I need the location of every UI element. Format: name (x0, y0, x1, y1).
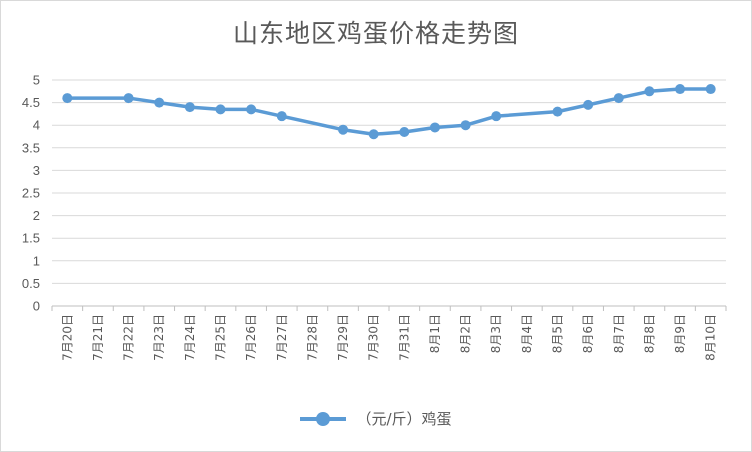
y-tick-label: 0.5 (22, 276, 40, 291)
x-tick-label: 8月3日 (489, 314, 503, 353)
data-point (123, 93, 134, 104)
data-point (368, 129, 379, 140)
x-tick-label: 8月2日 (459, 314, 473, 353)
legend-marker-icon (300, 411, 347, 426)
grid-lines (52, 79, 726, 307)
data-point (154, 97, 165, 108)
y-tick-label: 4.5 (22, 95, 40, 110)
data-point (613, 93, 624, 104)
y-tick-label: 2 (33, 208, 40, 223)
x-tick-label: 7月23日 (152, 314, 166, 361)
data-point (246, 104, 257, 115)
x-tick-label: 7月29日 (336, 314, 350, 361)
x-tick-label: 7月28日 (305, 314, 319, 361)
data-point (429, 122, 440, 133)
data-point (583, 99, 594, 110)
data-point (276, 111, 287, 122)
legend: （元/斤）鸡蛋 (0, 408, 752, 429)
series-layer (62, 84, 716, 140)
data-point (215, 104, 226, 115)
data-point (460, 120, 471, 131)
data-point (705, 84, 716, 95)
x-tick-label: 8月7日 (612, 314, 626, 353)
chart-title: 山东地区鸡蛋价格走势图 (232, 19, 519, 48)
legend-label: （元/斤）鸡蛋 (356, 410, 452, 428)
x-tick-label: 8月6日 (581, 314, 595, 353)
y-tick-label: 1.5 (22, 231, 40, 246)
series-line (65, 87, 713, 136)
x-tick-label: 8月10日 (704, 314, 718, 361)
y-tick-label: 1 (33, 253, 40, 268)
x-tick-label: 7月21日 (91, 314, 105, 361)
x-tick-label: 8月4日 (520, 314, 534, 353)
x-tick-label: 7月20日 (60, 314, 74, 361)
data-point (184, 102, 195, 113)
x-tick-label: 7月24日 (183, 314, 197, 361)
x-tick-label: 7月31日 (397, 314, 411, 361)
y-tick-label: 5 (33, 73, 40, 88)
x-tick-label: 7月22日 (122, 314, 136, 361)
x-tick-label: 7月30日 (367, 314, 381, 361)
x-axis: 7月20日 7月21日 7月22日 7月23日 7月24日 7月25日 7月26日 7月27日… (51, 306, 727, 361)
data-point (644, 86, 655, 97)
y-tick-label: 3 (33, 163, 40, 178)
y-tick-label: 3.5 (22, 140, 40, 155)
x-tick-label: 8月1日 (428, 314, 442, 353)
y-tick-label: 4 (33, 118, 40, 133)
data-point (675, 84, 686, 95)
data-point (338, 124, 349, 135)
data-point (552, 106, 563, 117)
y-tick-label: 2.5 (22, 186, 40, 201)
data-point (62, 93, 73, 104)
x-tick-label: 8月8日 (642, 314, 656, 353)
x-tick-label: 8月5日 (551, 314, 565, 353)
x-tick-label: 8月9日 (673, 314, 687, 353)
y-axis: 0 0.5 1 1.5 2 2.5 3 3.5 4 4.5 5 (22, 73, 40, 314)
x-tick-label: 7月27日 (275, 314, 289, 361)
data-point (491, 111, 502, 122)
x-tick-label: 7月25日 (214, 314, 228, 361)
data-point (399, 126, 410, 137)
y-tick-label: 0 (33, 299, 40, 314)
x-tick-label: 7月26日 (244, 314, 258, 361)
